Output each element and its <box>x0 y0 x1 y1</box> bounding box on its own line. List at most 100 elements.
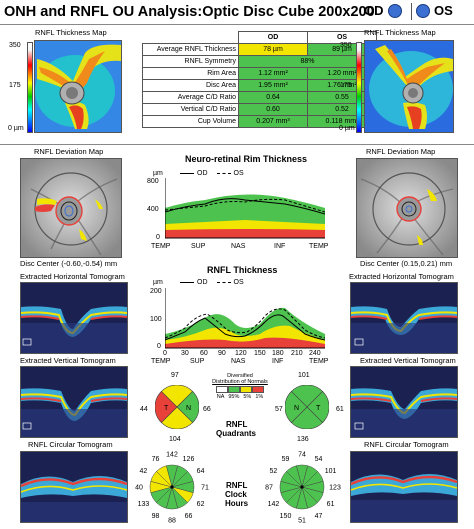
rim-abnormal-band <box>165 229 325 238</box>
rnfl-legend-od: OD <box>197 279 208 286</box>
os-clock-value: 59 <box>282 456 290 463</box>
svg-text:T: T <box>316 405 321 412</box>
od-indicator: OD <box>364 3 402 18</box>
os-quad-temp <box>306 390 329 424</box>
row-label: Rim Area <box>142 67 239 80</box>
rim-xtick: TEMP <box>151 243 171 250</box>
os-vertical-tomogram-title: Extracted Vertical Tomogram <box>360 356 456 365</box>
rnfl-ytick: 100 <box>150 316 162 323</box>
rim-chart-unit: µm <box>153 170 163 177</box>
od-clock-value: 133 <box>138 501 150 508</box>
clock-title-3: Hours <box>225 499 249 508</box>
od-disc-center: Disc Center (-0.60,-0.54) mm <box>20 259 118 268</box>
header-rule <box>0 24 474 25</box>
rim-ytick: 400 <box>147 206 159 213</box>
od-value: 1.12 mm² <box>238 67 308 80</box>
os-thickness-map-title: RNFL Thickness Map <box>364 28 436 37</box>
rnfl-od-line <box>165 314 325 341</box>
rnfl-xlabel: SUP <box>190 358 205 365</box>
rnfl-xtick: 0 <box>163 350 167 357</box>
rnfl-chart-plot <box>165 288 325 349</box>
section-rule <box>0 144 474 145</box>
od-horizontal-tomogram-title: Extracted Horizontal Tomogram <box>20 272 125 281</box>
quadrants-title-1: RNFL <box>226 420 248 429</box>
svg-text:T: T <box>164 405 169 412</box>
od-vertical-tomogram-title: Extracted Vertical Tomogram <box>20 356 116 365</box>
rim-ytick: 0 <box>156 234 160 241</box>
rnfl-os-line <box>165 308 325 339</box>
rim-xtick: INF <box>274 243 286 250</box>
rnfl-xtick: 180 <box>272 350 284 357</box>
quadrant-legend: Diversified Distribution of Normals NA 9… <box>209 373 271 400</box>
od-thickness-map-title: RNFL Thickness Map <box>35 28 107 37</box>
od-legend-line <box>180 173 194 174</box>
rim-xtick: SUP <box>191 243 206 250</box>
row-label: Cup Volume <box>142 115 239 128</box>
os-legend-line <box>216 282 231 283</box>
os-clock-value: 74 <box>298 452 306 459</box>
os-clock-value: 47 <box>315 513 323 520</box>
rnfl-xtick: 210 <box>291 350 303 357</box>
scale-top-label: 350 <box>9 42 21 49</box>
rnfl-chart-unit: µm <box>153 279 163 286</box>
legend-label: 5% <box>243 394 252 400</box>
legend-swatch-na <box>216 386 228 393</box>
legend-swatch-green <box>228 386 240 393</box>
od-clock-value: 142 <box>166 452 178 459</box>
od-value: 0.60 <box>238 103 308 116</box>
os-clock-value: 87 <box>265 485 273 492</box>
row-label: Disc Area <box>142 79 239 92</box>
rnfl-chart-title: RNFL Thickness <box>207 265 278 275</box>
rim-xtick: TEMP <box>309 243 329 250</box>
svg-text:N: N <box>186 405 191 412</box>
os-circular-tomogram-title: RNFL Circular Tomogram <box>364 440 449 449</box>
os-clock-value: 150 <box>280 513 292 520</box>
os-clock-value: 51 <box>298 518 306 525</box>
row-label: Average C/D Ratio <box>142 91 239 104</box>
os-quadrant-chart: N T <box>285 385 329 429</box>
rim-legend-od: OD <box>197 170 208 177</box>
od-clock-value: 64 <box>197 468 205 475</box>
header-divider <box>411 3 412 20</box>
rnfl-ytick: 200 <box>150 288 162 295</box>
od-quad-n: 66 <box>203 406 211 413</box>
os-quad-i: 136 <box>297 436 309 443</box>
rim-legend-os: OS <box>233 170 244 177</box>
rim-os-line <box>165 198 325 213</box>
legend-title-1: Diversified <box>227 373 253 379</box>
os-deviation-map-title: RNFL Deviation Map <box>366 147 436 156</box>
od-quad-s: 97 <box>171 372 179 379</box>
od-clock-value: 71 <box>201 485 209 492</box>
row-label: RNFL Symmetry <box>142 55 239 68</box>
od-legend-line <box>180 282 194 283</box>
legend-title-2: Distribution of Normals <box>212 379 268 385</box>
od-quadrant-chart: T N <box>155 385 199 429</box>
rnfl-xtick: 30 <box>181 350 189 357</box>
od-clock-center <box>170 485 174 489</box>
od-value: 78 µm <box>238 43 308 56</box>
os-horizontal-tomogram-image <box>350 282 458 354</box>
os-clock-value: 123 <box>329 485 341 492</box>
rnfl-xtick: 150 <box>254 350 266 357</box>
os-quad-nas <box>285 390 308 424</box>
os-clock-value: 54 <box>315 456 323 463</box>
os-indicator: OS <box>416 3 453 18</box>
clock-title-1: RNFL <box>226 481 248 490</box>
rnfl-ytick: 0 <box>157 343 161 350</box>
od-clock-value: 62 <box>197 501 205 508</box>
legend-swatch-red <box>252 386 264 393</box>
rnfl-abnormal-band <box>165 337 325 348</box>
os-disc-center: Disc Center (0.15,0.21) mm <box>360 259 453 268</box>
rnfl-legend-os: OS <box>233 279 244 286</box>
od-clock-value: 40 <box>135 485 143 492</box>
od-clock-value: 66 <box>185 513 193 520</box>
rim-od-line <box>165 198 325 215</box>
table-row: RNFL Symmetry 88% <box>142 55 377 68</box>
scale-bottom-label: 0 µm <box>339 125 355 132</box>
rim-ytick: 800 <box>147 178 159 185</box>
os-quad-inf <box>290 406 324 429</box>
clock-title-2: Clock <box>225 490 247 499</box>
os-clock-value: 142 <box>268 501 280 508</box>
od-deviation-map-image <box>20 158 122 258</box>
